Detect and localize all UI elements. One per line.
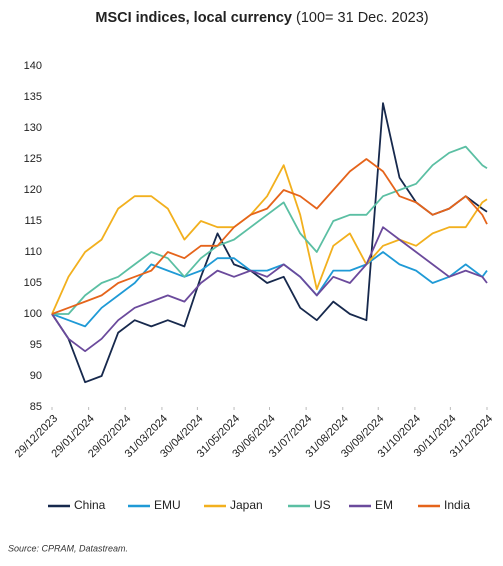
series-line <box>51 251 488 328</box>
series-line <box>51 226 488 353</box>
chart-title: MSCI indices, local currency (100= 31 De… <box>95 10 428 26</box>
legend-label: China <box>74 498 106 512</box>
legend-label: EMU <box>154 498 181 512</box>
legend-label: India <box>444 498 470 512</box>
source-note: Source: CPRAM, Datastream. <box>8 543 128 553</box>
title-main: MSCI indices, local currency <box>95 10 292 26</box>
y-tick-label: 120 <box>24 184 42 196</box>
series-line <box>51 164 488 315</box>
y-tick-label: 115 <box>24 215 42 227</box>
y-tick-label: 100 <box>24 308 42 320</box>
y-tick-label: 135 <box>24 91 42 103</box>
y-tick-label: 110 <box>24 246 42 258</box>
y-tick-label: 105 <box>24 277 42 289</box>
legend-label: US <box>314 498 331 512</box>
legend-label: Japan <box>230 498 263 512</box>
series-line <box>51 102 488 384</box>
legend-label: EM <box>375 498 393 512</box>
y-tick-label: 140 <box>24 60 42 72</box>
series-line <box>51 158 488 315</box>
series-line <box>52 145 488 315</box>
title-sub: (100= 31 Dec. 2023) <box>296 10 429 26</box>
y-tick-label: 125 <box>24 153 42 165</box>
y-tick-label: 90 <box>30 370 42 382</box>
y-tick-label: 130 <box>24 122 42 134</box>
y-tick-label: 95 <box>30 339 42 351</box>
y-tick-label: 85 <box>30 401 42 413</box>
